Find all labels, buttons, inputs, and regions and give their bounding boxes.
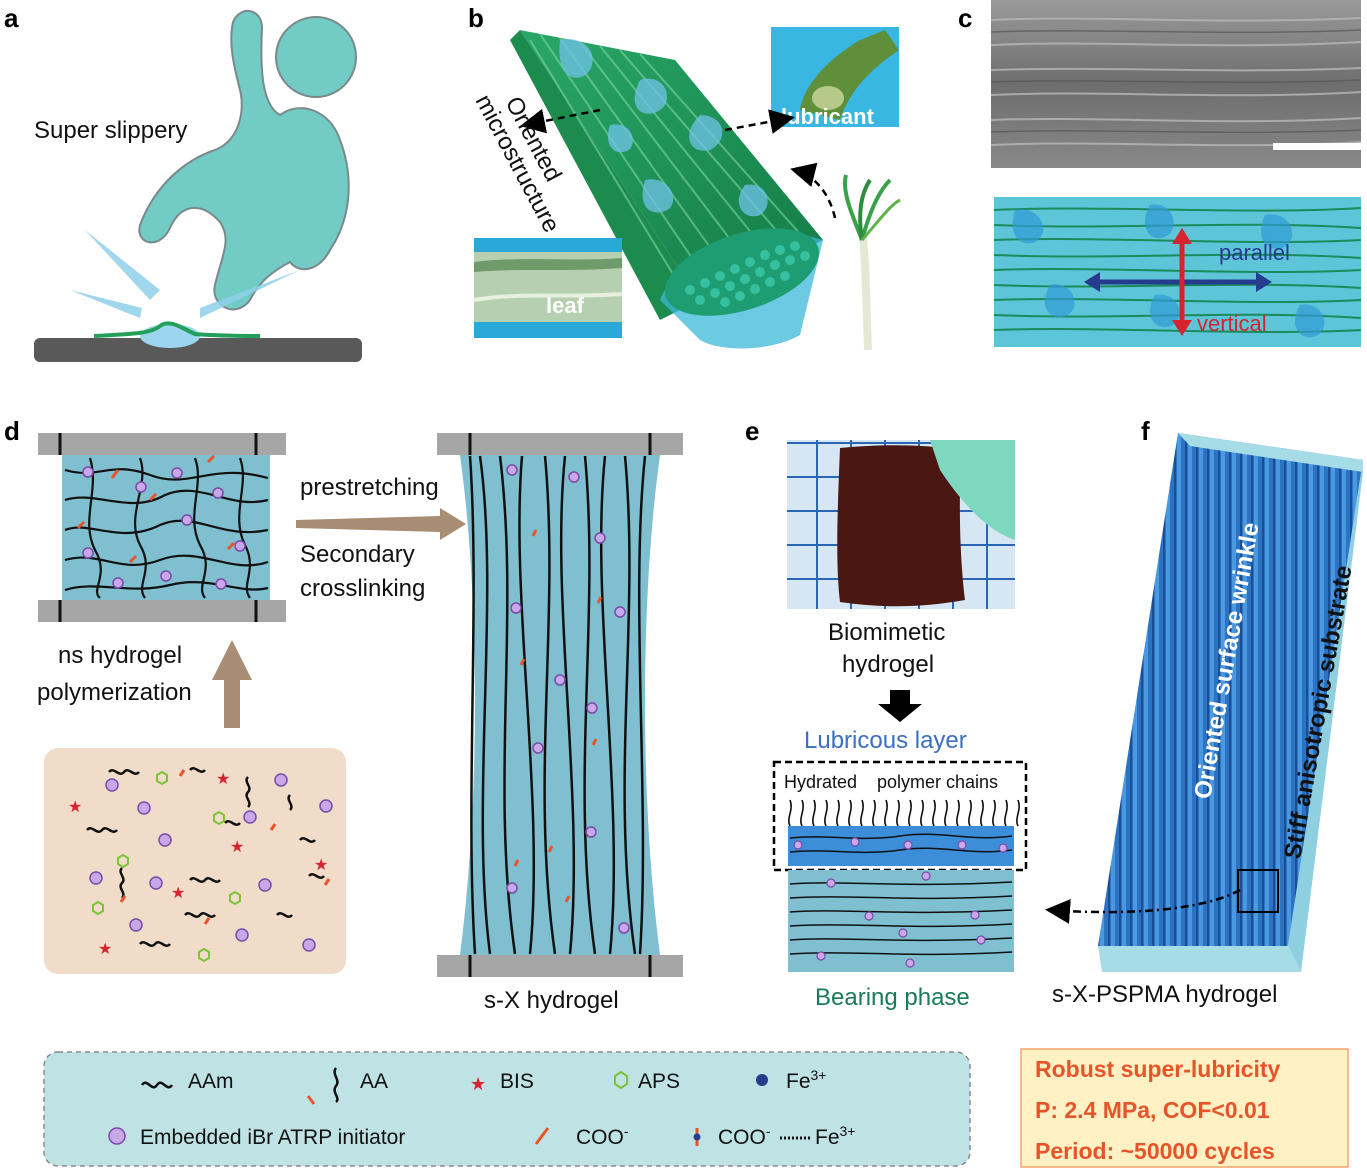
svg-text:★: ★ [68, 799, 82, 816]
svg-text:★: ★ [216, 771, 230, 788]
aam-icon [140, 1081, 174, 1089]
coo-fe-dot-icon [693, 1133, 701, 1141]
lubricant-label: lubricant [781, 104, 875, 129]
sem-image [990, 0, 1362, 168]
panel-b: b [468, 3, 901, 351]
robust-line-1: Robust super-lubricity [1035, 1056, 1281, 1082]
leaf-label: leaf [546, 293, 585, 318]
parallel-label: parallel [1219, 240, 1290, 265]
vertical-arrow-head-icon [1172, 320, 1192, 336]
parallel-arrow-head-icon [1084, 272, 1100, 292]
leaf-photo-inset: leaf [473, 238, 623, 338]
lubricous-gel-layer [788, 826, 1014, 866]
splash-ray-icon [85, 230, 160, 300]
legend-aa: AA [360, 1070, 388, 1093]
aps-hexagon-icon [614, 1070, 628, 1090]
legend-coo-fe-ion: Fe3+ [815, 1123, 855, 1149]
falling-person-icon [138, 10, 357, 311]
monomer-mixture: ★ ★ ★ ★ ★ ★ [44, 748, 346, 974]
clamp-top [38, 433, 286, 455]
robust-line-2: P: 2.4 MPa, COF<0.01 [1035, 1097, 1270, 1123]
scale-bar [1273, 143, 1361, 150]
pspma-hydrogel-block [1098, 433, 1363, 972]
robust-line-3: Period: ~50000 cycles [1035, 1138, 1275, 1164]
panel-a-letter: a [4, 3, 19, 33]
panel-c: c [958, 0, 1362, 347]
dashed-arrow-icon [520, 108, 601, 134]
legend-bis: BIS [500, 1070, 534, 1093]
vertical-arrow-head-icon [1172, 228, 1192, 244]
panel-f: f Oriented surface wrinkle Stiff anisotr… [1045, 416, 1363, 1008]
panel-a: a Super slippery [4, 3, 362, 362]
sx-hydrogel-label: s-X hydrogel [484, 987, 619, 1014]
clamp-bottom [38, 600, 286, 622]
green-onion-icon [843, 174, 901, 351]
hydrated-label: Hydrated [784, 772, 857, 792]
dashed-arrow-icon [790, 162, 837, 219]
panel-d: d [4, 416, 683, 1014]
sx-hydrogel-block [437, 433, 683, 977]
vertical-label: vertical [1197, 311, 1267, 336]
hydrogel-photo [787, 440, 1015, 609]
splash-ray-icon [200, 270, 300, 318]
biomimetic-label: Biomimetic [828, 619, 945, 646]
clamp-top [437, 433, 683, 455]
lubricous-layer-label: Lubricous layer [804, 727, 967, 754]
parallel-arrow-head-icon [1256, 272, 1272, 292]
leaf-structure-illustration [510, 30, 823, 349]
panel-b-letter: b [468, 3, 484, 33]
bearing-phase-block [788, 870, 1014, 972]
up-arrow-icon [212, 640, 252, 728]
fe-dot-icon [756, 1074, 768, 1086]
initiator-dot-icon [108, 1127, 126, 1145]
super-slippery-label: Super slippery [34, 117, 187, 144]
clamp-bottom [437, 955, 683, 977]
panel-e: e Biomimetic hydrogel Lubricous layer Hy… [745, 416, 1028, 1011]
panel-c-letter: c [958, 3, 972, 33]
panel-e-letter: e [745, 416, 759, 446]
legend-initiator: Embedded iBr ATRP initiator [140, 1126, 405, 1149]
polymerization-label: polymerization [37, 679, 192, 706]
brush-chains [788, 799, 1020, 827]
robust-lubricity-box: Robust super-lubricity P: 2.4 MPa, COF<0… [1020, 1048, 1349, 1168]
coo-icon [534, 1127, 550, 1145]
crosslinking-label: crosslinking [300, 575, 425, 602]
ns-hydrogel-label: ns hydrogel [58, 642, 182, 669]
legend-aam: AAm [188, 1070, 234, 1093]
ns-hydrogel-block [38, 433, 286, 622]
legend-box: AAm AA ★ BIS APS Fe3+ Embedded iBr ATRP … [43, 1051, 971, 1167]
legend-fe: Fe3+ [786, 1067, 826, 1093]
panel-f-letter: f [1141, 416, 1150, 446]
prestretching-label: prestretching [300, 474, 439, 501]
splash-ray-icon [70, 290, 142, 318]
bis-star-icon: ★ [470, 1074, 486, 1094]
secondary-label: Secondary [300, 541, 415, 568]
hydrogel-label: hydrogel [842, 651, 934, 678]
fiber-schematic: parallel vertical [993, 197, 1362, 347]
legend-aps: APS [638, 1070, 680, 1093]
svg-text:★: ★ [98, 941, 112, 958]
aa-icon [333, 1067, 339, 1103]
water-drop [140, 324, 200, 348]
prestretching-arrow-icon [296, 508, 466, 540]
aa-tail-icon [306, 1095, 316, 1105]
polymer-chains-label: polymer chains [877, 772, 998, 792]
svg-text:★: ★ [314, 857, 328, 874]
pspma-label: s-X-PSPMA hydrogel [1052, 981, 1277, 1008]
zoom-arrow-icon [1045, 888, 1241, 924]
svg-text:★: ★ [230, 839, 244, 856]
legend-coo: COO- [576, 1123, 629, 1149]
down-arrow-icon [878, 690, 922, 722]
legend-coo-fe: COO- [718, 1123, 771, 1149]
panel-d-letter: d [4, 416, 20, 446]
lubricant-photo-inset: lubricant [771, 27, 899, 129]
leaf-peel-icon [93, 321, 261, 338]
bearing-phase-label: Bearing phase [815, 984, 970, 1011]
svg-text:★: ★ [171, 885, 185, 902]
floor [34, 338, 362, 362]
